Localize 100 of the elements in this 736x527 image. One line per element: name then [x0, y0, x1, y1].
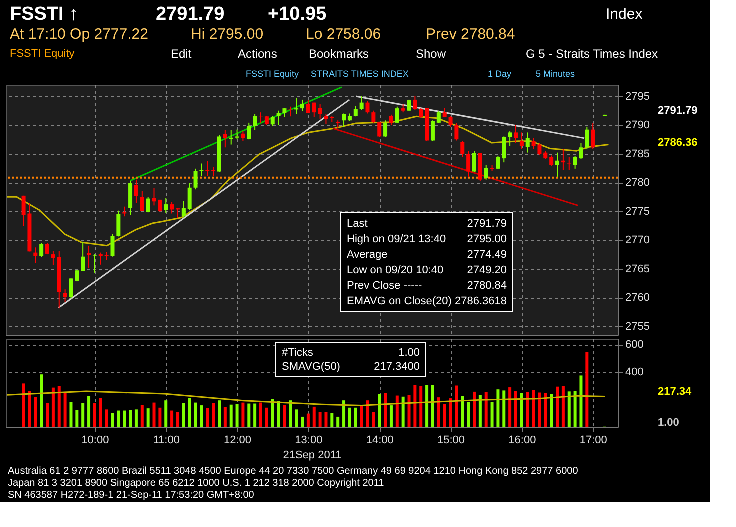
text: FSSTI Equity [10, 48, 76, 60]
text: Japan 81 3 3201 8900 Singapore 65 6212 1000 U.S. 1 212 318 2000 Copyright 2011 [8, 478, 385, 489]
bar [265, 408, 268, 427]
candlestick [98, 252, 103, 266]
candlestick [318, 104, 322, 120]
candlestick [270, 116, 275, 127]
bar [182, 403, 186, 427]
candlestick [591, 123, 596, 150]
bar [52, 388, 55, 427]
candlestick [354, 106, 358, 118]
x-tick-label: 11:00 [153, 434, 180, 446]
annotation: 1.00 [398, 347, 420, 359]
annotation: 2749.20 [467, 264, 507, 276]
bar [372, 412, 376, 427]
bar [324, 412, 328, 427]
bar [134, 410, 138, 427]
text: STRAITS TIMES INDEX [311, 69, 409, 79]
candlestick [520, 132, 524, 150]
candlestick [140, 190, 144, 212]
annotation: High on 09/21 13:40 [347, 233, 446, 246]
text: Actions [238, 47, 278, 61]
bar [318, 412, 322, 427]
y-tick-label: 2775 [626, 206, 650, 218]
candlestick [585, 126, 590, 150]
bar [562, 386, 565, 427]
text: Lo 2758.06 [306, 26, 382, 43]
bar [443, 404, 446, 427]
candlestick [188, 182, 192, 211]
bar [140, 405, 144, 427]
bar [28, 391, 32, 427]
text: 5 Minutes [536, 69, 576, 79]
candlestick [466, 150, 471, 178]
text: 217.34 [658, 386, 693, 398]
bar [496, 390, 500, 427]
bar [200, 406, 204, 427]
candlestick [342, 113, 346, 128]
text: G 5 - Straits Times Index [526, 47, 658, 61]
bar [426, 385, 429, 427]
y-tick-label: 2770 [626, 234, 650, 247]
annotation: EMAVG on Close(20) [347, 295, 452, 308]
x-tick-label: 13:00 [295, 434, 323, 446]
bar [574, 391, 577, 427]
bar [58, 386, 61, 427]
bar [212, 403, 216, 427]
x-tick-label: 14:00 [366, 434, 394, 446]
bar [188, 398, 192, 427]
line-series [6, 390, 606, 406]
candlestick [366, 100, 370, 114]
bar [472, 392, 476, 427]
candlestick [395, 106, 400, 124]
bar [360, 406, 364, 427]
candlestick [253, 114, 258, 131]
candlestick [567, 156, 572, 171]
y-tick-label: 2790 [626, 120, 650, 132]
bar [366, 400, 370, 427]
annotation: SMAVG(50) [282, 361, 340, 373]
text: Show [416, 47, 446, 61]
bar [354, 408, 358, 427]
text: 2791.79 [658, 105, 698, 117]
bar [218, 400, 221, 427]
candlestick [170, 202, 174, 214]
bar [384, 393, 388, 427]
x-tick-label: 10:00 [82, 434, 110, 446]
bar [532, 390, 536, 427]
annotation: 2786.3618 [455, 295, 507, 308]
text: Bookmarks [309, 47, 370, 61]
candlestick [223, 130, 228, 148]
candlestick [182, 200, 186, 218]
bar [93, 403, 96, 427]
candlestick [146, 196, 150, 214]
bar [230, 404, 233, 427]
candlestick [454, 123, 459, 142]
bar [514, 391, 518, 427]
candlestick [384, 120, 388, 138]
candlestick [46, 242, 50, 256]
bar [449, 398, 452, 427]
bar [336, 416, 340, 427]
bar [158, 408, 162, 427]
bar [378, 394, 382, 427]
bar [390, 406, 393, 427]
annotation: #Ticks [282, 347, 314, 359]
bar [88, 396, 91, 427]
candlestick [436, 110, 441, 124]
candlestick [372, 110, 376, 124]
candlestick [526, 132, 530, 154]
candlestick [550, 155, 554, 167]
x-tick-label: 12:00 [224, 434, 252, 446]
bar [420, 386, 423, 427]
candlestick [235, 129, 240, 140]
candlestick [81, 242, 86, 272]
candlestick [164, 198, 168, 214]
candlestick [360, 96, 364, 111]
candlestick [496, 156, 500, 170]
y-tick-label: 2785 [626, 148, 650, 160]
candlestick [389, 114, 394, 126]
candlestick [300, 99, 305, 112]
candlestick [556, 152, 560, 178]
candlestick [264, 116, 269, 126]
text: Prev 2780.84 [426, 26, 516, 43]
bar [152, 402, 156, 427]
